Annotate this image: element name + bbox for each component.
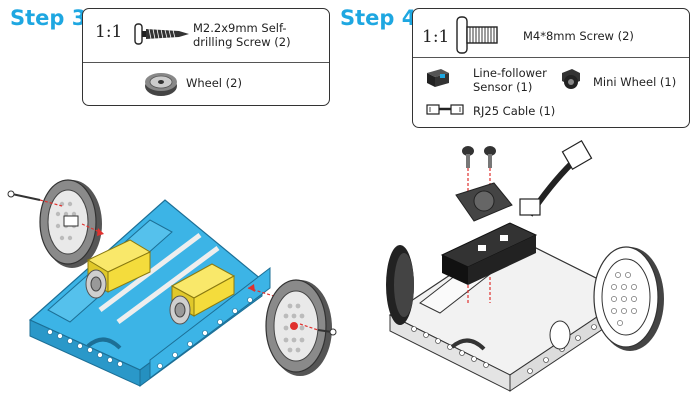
rj25-cable-icon [426, 104, 464, 115]
left-motor [85, 239, 152, 299]
step4-mini-wheel-label: Mini Wheel (1) [593, 75, 677, 89]
top-screws [462, 146, 496, 195]
wheel-icon [145, 73, 177, 96]
step4-divider [413, 57, 689, 58]
step4-screw-label: M4*8mm Screw (2) [523, 29, 634, 43]
step4-left-wheel [386, 245, 414, 325]
m4-screw-icon [456, 16, 498, 54]
step3-wheel-label: Wheel (2) [186, 76, 242, 90]
mini-wheel-icon [562, 69, 580, 89]
line-follower-sensor [440, 222, 538, 305]
step3-parts-box: 1:1 M2.2x9mm Self-drilling Screw (2) Whe… [82, 8, 330, 106]
step4-sensor-label-line1: Line-follower [473, 66, 547, 80]
self-drilling-screw-icon [134, 23, 189, 45]
step4-assembly-illustration [386, 140, 664, 392]
right-wheel [265, 279, 332, 376]
step4-right-wheel [549, 246, 664, 351]
step4-parts-box: 1:1 M4*8mm Screw (2) Line-follower Senso… [412, 8, 690, 128]
step4-scale-label: 1:1 [422, 27, 450, 47]
line-follower-sensor-icon [427, 69, 449, 87]
right-motor [169, 263, 236, 325]
step3-title: Step 3 [10, 6, 87, 30]
left-wheel [39, 179, 102, 268]
step3-assembly-illustration [7, 179, 337, 387]
step3-scale-label: 1:1 [95, 22, 123, 42]
step3-screw-label: M2.2x9mm Self-drilling Screw (2) [193, 21, 291, 49]
step4-sensor-label-line2: Sensor (1) [473, 80, 533, 94]
step4-cable-label: RJ25 Cable (1) [473, 104, 556, 118]
step3-divider [83, 62, 329, 63]
step4-title: Step 4 [340, 6, 417, 30]
